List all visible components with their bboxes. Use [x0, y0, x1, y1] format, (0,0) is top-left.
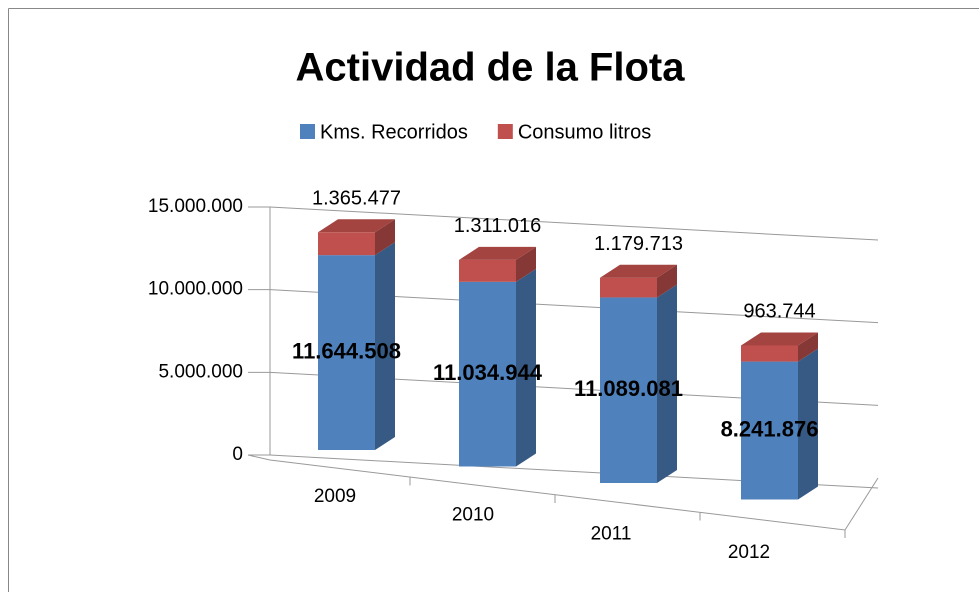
bar-side — [657, 284, 677, 483]
bar-top — [741, 332, 818, 346]
bar-side — [798, 332, 818, 362]
bar-side — [798, 348, 818, 500]
legend-swatch — [300, 124, 315, 139]
data-label: 11.089.081 — [574, 376, 683, 401]
data-label: 1.179.713 — [594, 233, 683, 255]
data-label: 1.365.477 — [312, 188, 401, 210]
chart-title: Actividad de la Flota — [296, 46, 686, 90]
y-tick-label: 10.000.000 — [148, 279, 243, 300]
y-tick-label: 0 — [232, 444, 243, 465]
grid-line — [269, 206, 879, 241]
bar-top — [459, 246, 536, 260]
legend-swatch — [497, 124, 513, 139]
bar-front — [459, 259, 516, 282]
bar-front — [600, 297, 657, 483]
bar-front — [459, 281, 516, 467]
floor — [247, 454, 879, 531]
y-tick-label: 5.000.000 — [158, 361, 243, 382]
bar-front — [741, 345, 798, 362]
bar-front — [318, 232, 375, 256]
bar-side — [375, 219, 395, 256]
legend-label: Consumo litros — [518, 121, 651, 143]
bar-top — [318, 219, 395, 233]
legend-label: Kms. Recorridos — [320, 121, 468, 143]
data-label: 11.644.508 — [292, 338, 401, 363]
x-tick-label: 2009 — [314, 486, 356, 507]
bar-front — [600, 277, 657, 298]
bar-side — [516, 246, 536, 282]
y-tick-label: 15.000.000 — [148, 196, 243, 217]
bar-top — [600, 264, 677, 278]
x-tick-label: 2012 — [728, 542, 770, 563]
bar-side — [375, 242, 395, 450]
data-label: 963.744 — [743, 301, 815, 323]
bar-side — [516, 268, 536, 467]
x-tick-label: 2011 — [591, 523, 632, 544]
x-tick-label: 2010 — [452, 505, 494, 526]
bar-front — [741, 361, 798, 500]
data-label: 1.311.016 — [454, 215, 542, 237]
bar-front — [318, 255, 375, 450]
data-label: 8.241.876 — [721, 416, 819, 441]
data-label: 11.034.944 — [433, 360, 543, 385]
bar-side — [657, 264, 677, 298]
